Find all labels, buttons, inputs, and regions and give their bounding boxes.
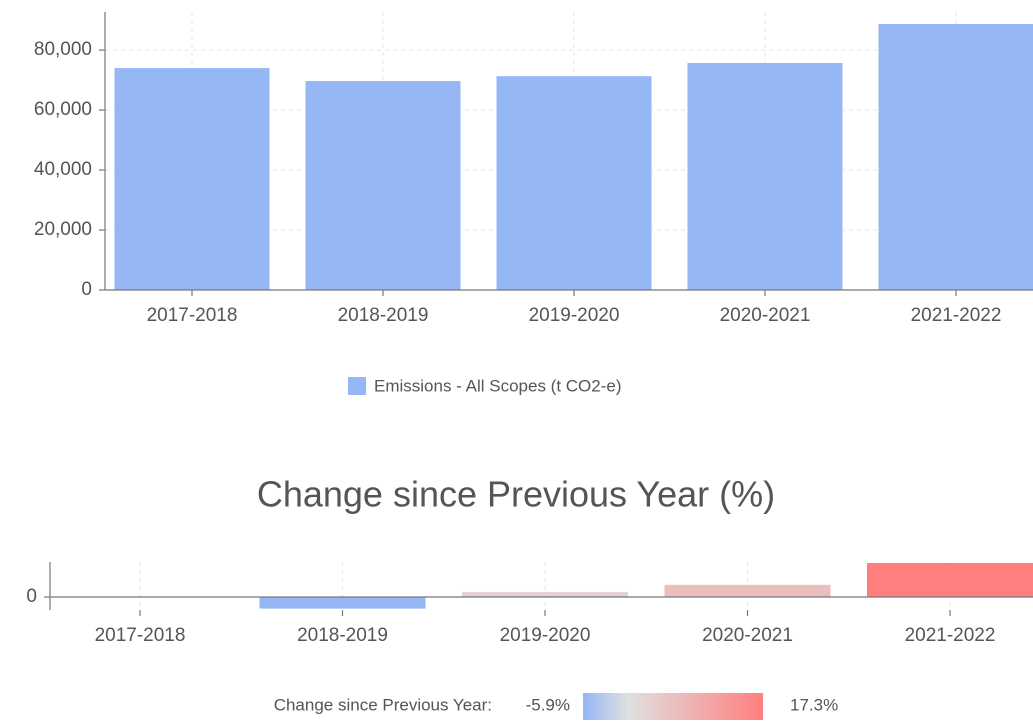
bar — [687, 62, 843, 291]
x-tick-label: 2021-2022 — [905, 625, 996, 646]
bar — [867, 562, 1033, 598]
x-tick-label: 2017-2018 — [95, 625, 186, 646]
bar — [259, 597, 426, 609]
x-tick-label: 2020-2021 — [720, 305, 811, 326]
bar — [462, 591, 628, 598]
y-tick-label: 40,000 — [34, 159, 92, 180]
x-tick-label: 2017-2018 — [147, 305, 238, 326]
y-tick-label: 0 — [26, 586, 37, 607]
colorbar — [583, 693, 763, 720]
x-tick-label: 2020-2021 — [702, 625, 793, 646]
colorbar-max: 17.3% — [790, 695, 838, 714]
bar — [305, 80, 461, 290]
colorbar-min: -5.9% — [526, 695, 570, 714]
x-tick-label: 2019-2020 — [529, 305, 620, 326]
chart-title: Change since Previous Year (%) — [257, 474, 775, 515]
y-tick-label: 0 — [81, 279, 92, 300]
y-tick-label: 80,000 — [34, 39, 92, 60]
x-tick-label: 2018-2019 — [338, 305, 429, 326]
x-tick-label: 2019-2020 — [500, 625, 591, 646]
y-tick-label: 20,000 — [34, 219, 92, 240]
bar — [496, 76, 652, 291]
legend-swatch — [348, 377, 366, 395]
colorbar-title: Change since Previous Year: — [274, 695, 492, 714]
bar — [664, 584, 831, 598]
bar — [114, 68, 270, 290]
legend-label: Emissions - All Scopes (t CO2-e) — [374, 376, 622, 395]
bar — [878, 23, 1033, 290]
x-tick-label: 2018-2019 — [297, 625, 388, 646]
x-tick-label: 2021-2022 — [911, 305, 1002, 326]
y-tick-label: 60,000 — [34, 99, 92, 120]
